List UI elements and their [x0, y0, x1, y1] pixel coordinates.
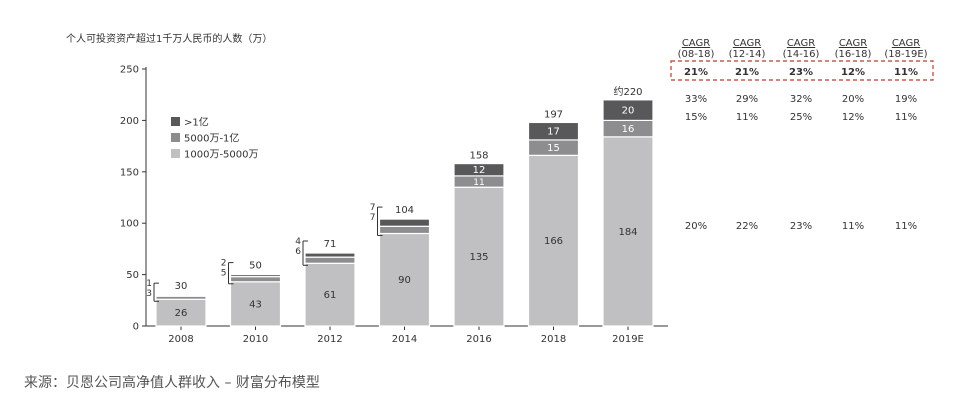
- bars-layer: 26 13 30 43 25 50 61 46 71 90 77 104 135 11 12 158 166 15…: [146, 85, 654, 327]
- bar-value-label: 16: [622, 124, 635, 135]
- bar-total-label: 104: [395, 205, 414, 216]
- bar-segment-mid: [378, 225, 431, 235]
- cagr-header-period: (14-16): [783, 49, 820, 60]
- bar-segment-mid: [304, 256, 356, 264]
- mid-segment-label: 3: [146, 289, 152, 299]
- top-segment-label: 4: [295, 237, 301, 247]
- cagr-mid-value: 12%: [842, 112, 864, 123]
- bar-value-label: 11: [473, 178, 484, 188]
- bar-segment-base: [304, 262, 356, 327]
- cagr-header-label: CAGR: [892, 38, 920, 49]
- bar-segment-base: [527, 154, 580, 327]
- cagr-top-value: 32%: [790, 94, 812, 105]
- y-tick-label: 50: [126, 270, 139, 281]
- bar-value-label: 184: [618, 227, 637, 238]
- bar-value-label: 90: [398, 275, 411, 286]
- bar-value-label: 43: [249, 299, 262, 310]
- x-tick-label: 2016: [466, 334, 491, 345]
- y-tick-label: 0: [133, 322, 139, 333]
- bar-segment-top: [378, 218, 431, 227]
- cagr-top-value: 33%: [685, 94, 707, 105]
- bar-total-label: 158: [469, 151, 488, 162]
- cagr-total-value: 12%: [841, 67, 865, 78]
- bar-segment-mid: [229, 276, 282, 283]
- legend-swatch: [171, 149, 180, 158]
- cagr-header-label: CAGR: [733, 38, 761, 49]
- cagr-base-value: 20%: [685, 221, 707, 232]
- top-segment-label: 1: [146, 279, 152, 289]
- bar-segment-base: [602, 136, 654, 327]
- cagr-mid-value: 15%: [685, 112, 707, 123]
- cagr-base-value: 22%: [736, 221, 758, 232]
- cagr-total-value: 21%: [684, 67, 708, 78]
- x-tick-label: 2008: [168, 334, 193, 345]
- bar-value-label: 61: [324, 290, 337, 301]
- x-tick-label: 2018: [541, 334, 566, 345]
- cagr-total-value: 23%: [789, 67, 813, 78]
- cagr-base-value: 11%: [895, 221, 917, 232]
- legend-label: 5000万-1亿: [184, 132, 239, 145]
- bar-segment-top: [155, 294, 207, 297]
- cagr-top-value: 20%: [842, 94, 864, 105]
- bar-value-label: 17: [547, 127, 560, 138]
- bar-total-label: 30: [175, 281, 188, 292]
- cagr-header-label: CAGR: [787, 38, 815, 49]
- bar-value-label: 135: [469, 252, 488, 263]
- bar-segment-base: [229, 281, 282, 327]
- cagr-total-value: 11%: [894, 67, 918, 78]
- y-tick-label: 100: [120, 219, 139, 230]
- top-segment-label: 7: [370, 203, 376, 213]
- cagr-total-value: 21%: [735, 67, 759, 78]
- cagr-base-value: 23%: [790, 221, 812, 232]
- bar-total-label: 约220: [613, 85, 642, 98]
- bar-segment-base: [453, 186, 505, 327]
- mid-segment-label: 5: [221, 269, 227, 279]
- cagr-header-period: (08-18): [678, 49, 715, 60]
- bar-total-label: 71: [324, 239, 337, 250]
- y-tick-label: 150: [120, 167, 139, 178]
- cagr-mid-value: 11%: [895, 112, 917, 123]
- bar-segment-top: [527, 121, 580, 141]
- bar-total-label: 197: [544, 109, 563, 120]
- legend-label: 1000万-5000万: [184, 150, 259, 161]
- mid-segment-label: 6: [295, 247, 301, 257]
- cagr-header-label: CAGR: [839, 38, 867, 49]
- top-segment-label: 2: [221, 259, 227, 269]
- cagr-top-value: 29%: [736, 94, 758, 105]
- chart-title: 个人可投资资产超过1千万人民币的人数（万）: [66, 32, 272, 45]
- legend-swatch: [171, 117, 180, 126]
- bar-segment-top: [602, 99, 654, 121]
- cagr-mid-value: 25%: [790, 112, 812, 123]
- bar-value-label: 26: [175, 308, 188, 319]
- x-tick-label: 2019E: [612, 334, 644, 345]
- bar-value-label: 20: [622, 106, 635, 117]
- bar-value-label: 12: [473, 165, 486, 176]
- y-tick-label: 250: [120, 65, 139, 76]
- mid-segment-label: 7: [370, 213, 376, 223]
- bar-value-label: 15: [547, 143, 560, 154]
- x-tick-label: 2014: [392, 334, 417, 345]
- bar-segment-top: [229, 274, 282, 278]
- bar-value-label: 166: [544, 236, 563, 247]
- legend: >1亿 5000万-1亿 1000万-5000万: [171, 116, 259, 161]
- y-tick-label: 200: [120, 116, 139, 127]
- cagr-header-label: CAGR: [682, 38, 710, 49]
- cagr-table: CAGR(08-18)CAGR(12-14)CAGR(14-16)CAGR(16…: [670, 38, 934, 232]
- cagr-top-value: 19%: [895, 94, 917, 105]
- legend-label: >1亿: [184, 116, 209, 129]
- cagr-header-period: (18-19E): [884, 49, 927, 60]
- cagr-base-value: 11%: [842, 221, 864, 232]
- cagr-header-period: (16-18): [835, 49, 872, 60]
- legend-swatch: [171, 133, 180, 142]
- cagr-header-period: (12-14): [729, 49, 766, 60]
- bar-segment-top: [304, 252, 356, 258]
- x-tick-label: 2010: [243, 334, 268, 345]
- bar-total-label: 50: [249, 261, 262, 272]
- source-note: 来源：贝恩公司高净值人群收入 – 财富分布模型: [24, 375, 320, 391]
- bar-segment-top: [453, 162, 505, 177]
- x-tick-label: 2012: [317, 334, 342, 345]
- cagr-mid-value: 11%: [736, 112, 758, 123]
